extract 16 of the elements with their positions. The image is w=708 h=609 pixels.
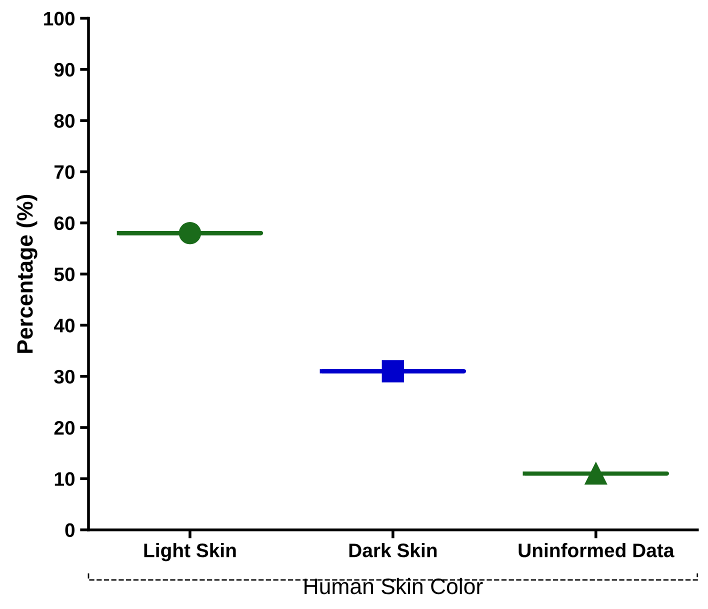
y-tick-label: 0 xyxy=(65,523,75,538)
x-tick-label: Dark Skin xyxy=(349,543,437,558)
y-tick-label: 20 xyxy=(54,420,75,435)
y-tick-label: 80 xyxy=(54,114,75,128)
y-tick-label: 70 xyxy=(54,165,75,179)
y-tick-label: 90 xyxy=(54,62,75,77)
y-tick-label: 50 xyxy=(54,268,75,282)
x-tick-label: Uninformed Data xyxy=(518,543,674,558)
y-axis-title: Percentage (%) xyxy=(16,194,38,353)
y-tick-label: 10 xyxy=(54,472,75,486)
y-tick-label: 40 xyxy=(54,318,75,332)
y-tick-label: 100 xyxy=(44,12,75,26)
y-tick-label: 60 xyxy=(54,216,75,230)
y-tick-label: 30 xyxy=(54,370,75,384)
x-axis-title: Human Skin Color xyxy=(304,578,483,594)
x-tick-label: Light Skin xyxy=(144,543,236,562)
